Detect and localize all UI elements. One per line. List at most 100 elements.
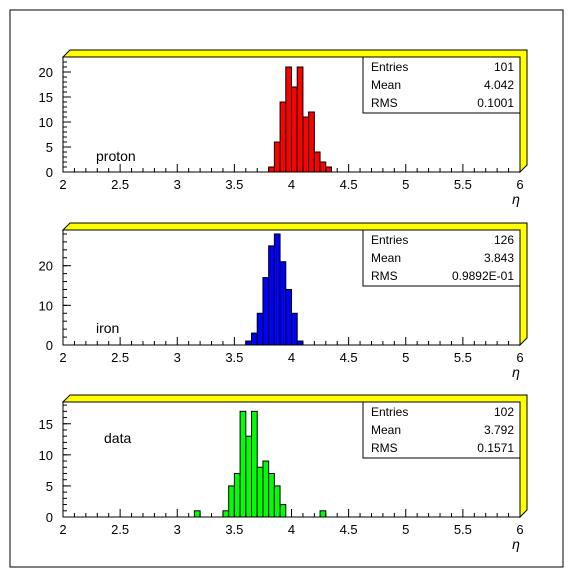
histogram-bar [256, 466, 264, 518]
x-tick-label: 5.5 [454, 177, 472, 192]
histogram-bar [251, 332, 258, 346]
stats-key: RMS [371, 96, 398, 110]
stats-box-frame [362, 56, 521, 114]
histogram-bar [308, 111, 315, 173]
sample-label: data [104, 430, 131, 446]
histogram-bar [296, 66, 304, 173]
x-tick-label: 3.5 [225, 522, 243, 537]
y-tick-label: 5 [46, 140, 53, 155]
y-axis: 0 5 10 15 20 [39, 56, 71, 180]
histogram-bar [251, 410, 258, 518]
x-tick-label: 5.5 [454, 350, 472, 365]
stats-value: 4.042 [484, 78, 514, 92]
histogram-bar [319, 161, 327, 173]
stats-key: Mean [371, 423, 401, 437]
x-tick-label: 5 [402, 522, 409, 537]
histogram-bar [285, 66, 293, 173]
x-axis-label: η [512, 191, 520, 207]
y-axis: 0 10 20 [39, 233, 71, 353]
histogram-bar [291, 312, 298, 346]
histogram-bar [325, 166, 332, 173]
stats-key: Mean [371, 78, 401, 92]
stats-value: 0.1571 [477, 441, 514, 455]
histogram-bar [262, 277, 270, 346]
y-tick-label: 20 [39, 259, 53, 274]
stats-value: 0.1001 [477, 96, 514, 110]
stats-value: 126 [494, 233, 514, 247]
histogram-bar [233, 472, 241, 518]
x-tick-label: 4 [288, 350, 295, 365]
histogram-bar [279, 504, 287, 518]
y-tick-label: 0 [46, 165, 53, 180]
stats-key: RMS [371, 269, 398, 283]
x-tick-label: 4 [288, 522, 295, 537]
y-tick-label: 0 [46, 338, 53, 353]
y-tick-label: 10 [39, 115, 53, 130]
histogram-bar [222, 510, 230, 518]
x-tick-label: 5 [402, 350, 409, 365]
histogram-bars [245, 233, 304, 346]
histogram-bar [273, 141, 281, 173]
sample-label: iron [96, 320, 119, 336]
stats-value: 3.843 [484, 251, 514, 265]
stats-box-frame [362, 229, 521, 287]
histogram-bar [279, 261, 287, 346]
histogram-panel-data: 2 2.5 3 3.5 4 4.5 5 5.5 6 0 5 10 15 η data Entries 102 Me… [39, 394, 528, 552]
y-axis: 0 5 10 15 [39, 404, 71, 525]
histogram-bars [268, 66, 332, 173]
histogram-bar [302, 116, 310, 173]
x-tick-label: 3.5 [225, 177, 243, 192]
histogram-bar [245, 435, 253, 518]
histogram-bar [245, 340, 253, 346]
stats-value: 101 [494, 60, 514, 74]
x-tick-label: 4.5 [340, 350, 358, 365]
sample-label: proton [96, 148, 136, 164]
y-tick-label: 10 [39, 448, 53, 463]
histogram-bar [228, 485, 235, 518]
x-tick-label: 5.5 [454, 522, 472, 537]
x-tick-label: 6 [516, 522, 523, 537]
x-tick-label: 6 [516, 177, 523, 192]
histogram-bar [279, 101, 287, 173]
x-tick-label: 4.5 [340, 177, 358, 192]
x-tick-label: 2.5 [111, 177, 129, 192]
x-axis: 2 2.5 3 3.5 4 4.5 5 5.5 6 [59, 164, 524, 192]
x-tick-label: 2.5 [111, 522, 129, 537]
stats-box: Entries 102 Mean 3.792 RMS 0.1571 [362, 401, 521, 459]
x-tick-label: 4.5 [340, 522, 358, 537]
histogram-bar [285, 288, 293, 346]
y-tick-label: 15 [39, 417, 53, 432]
histogram-bar [273, 233, 281, 346]
stats-key: Mean [371, 251, 401, 265]
histogram-bar [239, 410, 247, 518]
histogram-bar [193, 510, 201, 518]
histogram-bar [268, 245, 275, 346]
histogram-bar [296, 340, 304, 346]
stats-box: Entries 126 Mean 3.843 RMS 0.9892E-01 [362, 229, 521, 287]
x-tick-label: 3 [174, 177, 181, 192]
x-axis: 2 2.5 3 3.5 4 4.5 5 5.5 6 [59, 509, 524, 537]
y-tick-label: 15 [39, 90, 53, 105]
stats-value: 102 [494, 405, 514, 419]
histogram-panel-proton: 2 2.5 3 3.5 4 4.5 5 5.5 6 0 5 10 15 20 η proton Entries 1… [39, 49, 528, 207]
histogram-bar [268, 166, 275, 173]
x-tick-label: 6 [516, 350, 523, 365]
histogram-bar [319, 510, 327, 518]
stats-value: 3.792 [484, 423, 514, 437]
y-tick-label: 5 [46, 479, 53, 494]
y-tick-label: 20 [39, 65, 53, 80]
y-tick-label: 10 [39, 298, 53, 313]
histogram-panel-iron: 2 2.5 3 3.5 4 4.5 5 5.5 6 0 10 20 η iron Entries 126 Mea… [39, 222, 528, 380]
histogram-bar [291, 86, 298, 173]
stats-key: RMS [371, 441, 398, 455]
x-tick-label: 2 [59, 177, 66, 192]
x-tick-label: 2 [59, 350, 66, 365]
x-tick-label: 2.5 [111, 350, 129, 365]
histogram-bar [262, 460, 270, 518]
x-tick-label: 3.5 [225, 350, 243, 365]
histogram-bar [273, 485, 281, 518]
stats-value: 0.9892E-01 [452, 269, 514, 283]
stats-key: Entries [371, 405, 408, 419]
x-tick-label: 5 [402, 177, 409, 192]
